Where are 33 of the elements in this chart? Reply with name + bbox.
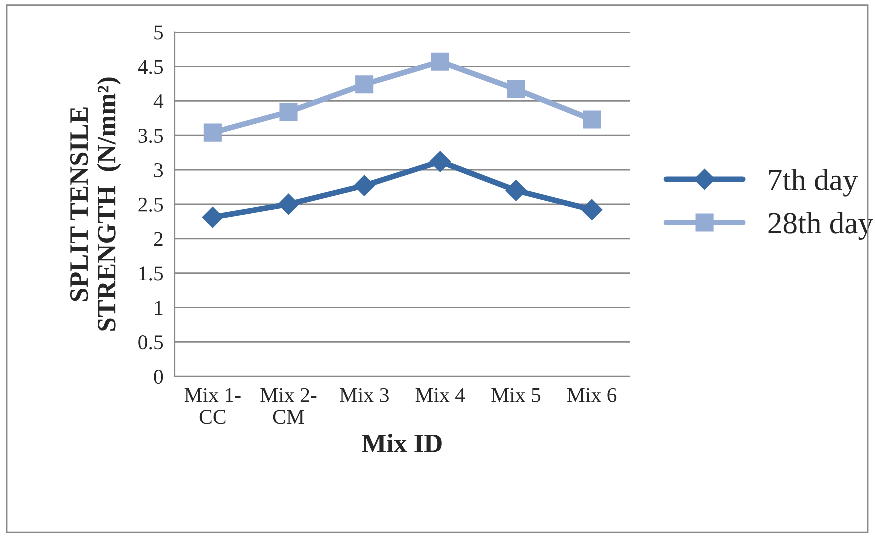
y-tick-label: 4.5 — [138, 60, 164, 74]
y-tick-label: 2.5 — [138, 198, 164, 212]
point — [202, 207, 224, 228]
x-tick-label: Mix 4 — [416, 388, 466, 402]
x-tick-label: Mix 6 — [568, 388, 617, 402]
point — [278, 194, 300, 215]
point — [507, 80, 526, 98]
y-tick-label: 1 — [155, 301, 163, 315]
legend-label: 7th day — [769, 169, 858, 197]
point — [506, 180, 527, 202]
point — [583, 110, 602, 129]
x-tick-label: Mix 5 — [492, 388, 541, 402]
point — [204, 124, 222, 142]
point — [582, 199, 603, 220]
point — [354, 175, 376, 196]
x-tick-label: Mix 3 — [340, 388, 389, 402]
point — [431, 52, 450, 71]
legend-label: 28th day — [768, 212, 874, 240]
y-axis-title: SPLIT TENSILE STRENGTH (N/mm²) — [70, 78, 122, 331]
y-tick-label: 5 — [154, 26, 164, 40]
y-tick-label: 2 — [154, 232, 163, 246]
y-tick-label: 1.5 — [140, 266, 164, 281]
point — [430, 151, 451, 172]
y-tick-label: 0.5 — [138, 336, 164, 350]
x-tick-label: Mix 2- CM — [260, 388, 317, 424]
y-tick-label: 4 — [154, 94, 164, 108]
point — [280, 103, 298, 122]
x-tick-label: Mix 1- CC — [184, 388, 241, 424]
y-tick-label: 3.5 — [138, 129, 164, 144]
point — [356, 76, 374, 94]
y-tick-label: 3 — [154, 163, 164, 178]
x-axis-title: Mix ID — [362, 434, 442, 452]
y-tick-label: 0 — [154, 370, 164, 384]
